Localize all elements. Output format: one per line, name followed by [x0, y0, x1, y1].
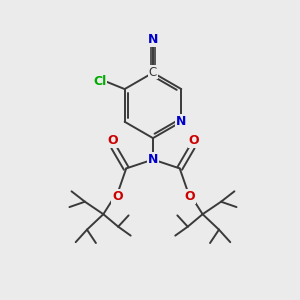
Text: O: O	[112, 190, 123, 203]
Text: N: N	[148, 153, 158, 166]
Text: N: N	[148, 33, 158, 46]
Text: N: N	[176, 115, 187, 128]
Text: O: O	[184, 190, 195, 203]
Text: Cl: Cl	[93, 74, 106, 88]
Text: O: O	[188, 134, 199, 147]
Text: O: O	[107, 134, 118, 147]
Text: C: C	[149, 66, 157, 79]
